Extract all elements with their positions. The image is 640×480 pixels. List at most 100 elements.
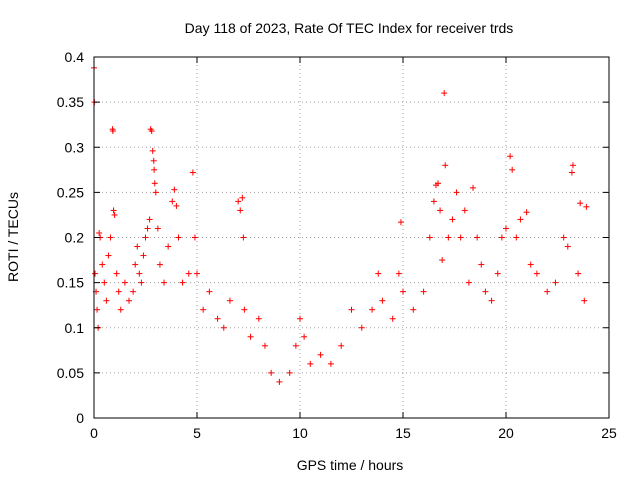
y-tick-label: 0.4	[65, 49, 85, 65]
data-point	[488, 297, 495, 304]
data-point	[150, 157, 157, 164]
data-point	[533, 270, 540, 277]
data-point	[437, 207, 444, 214]
data-point	[107, 234, 114, 241]
data-point	[110, 207, 117, 214]
data-point	[109, 128, 116, 135]
data-point	[239, 194, 246, 201]
data-point	[457, 234, 464, 241]
data-point	[161, 279, 168, 286]
data-point	[426, 234, 433, 241]
data-point	[101, 279, 108, 286]
data-point	[194, 270, 200, 277]
data-point	[240, 234, 247, 241]
data-point	[148, 128, 155, 135]
data-point	[152, 189, 159, 196]
plot-frame	[93, 56, 610, 419]
data-point	[439, 257, 446, 264]
axis-ticks: 0 5 10 15 20 25 0 0.05 0.1 0.15 0.2 0.25 0.3 0.35 0.4	[57, 49, 617, 441]
data-point	[185, 270, 192, 277]
data-point	[474, 234, 481, 241]
data-point	[140, 252, 147, 259]
data-point	[395, 270, 402, 277]
data-point	[348, 306, 355, 313]
data-point	[517, 216, 524, 223]
data-point	[121, 279, 128, 286]
x-tick-label: 5	[193, 425, 201, 441]
data-point	[449, 216, 456, 223]
data-point	[138, 279, 145, 286]
data-point	[149, 147, 156, 154]
data-point	[146, 216, 153, 223]
data-point	[583, 203, 590, 210]
data-point	[420, 288, 427, 295]
data-point	[175, 234, 182, 241]
data-point	[560, 234, 567, 241]
data-point	[509, 166, 516, 173]
data-point	[226, 297, 233, 304]
data-point	[568, 169, 575, 176]
data-point	[206, 288, 213, 295]
data-point	[130, 288, 137, 295]
data-point	[369, 306, 376, 313]
x-tick-label: 15	[395, 425, 411, 441]
data-point	[358, 324, 365, 331]
data-point	[523, 209, 530, 216]
data-point	[552, 279, 559, 286]
data-point	[297, 315, 303, 322]
data-point	[435, 180, 442, 187]
data-point	[134, 243, 141, 250]
data-point	[171, 186, 178, 193]
data-point	[241, 306, 248, 313]
grid-lines	[94, 57, 609, 418]
data-point	[247, 333, 254, 340]
data-point	[105, 252, 112, 259]
data-point	[191, 234, 198, 241]
y-tick-label: 0.2	[65, 230, 85, 246]
y-tick-label: 0.05	[57, 365, 84, 381]
data-point	[327, 360, 334, 367]
data-point	[465, 279, 472, 286]
data-point	[189, 169, 196, 176]
data-point	[286, 369, 293, 376]
y-tick-label: 0.3	[65, 139, 85, 155]
data-point	[268, 369, 275, 376]
data-point	[527, 261, 534, 268]
y-tick-label: 0	[76, 410, 84, 426]
y-tick-label: 0.25	[57, 184, 84, 200]
data-point	[92, 270, 99, 277]
data-point	[214, 315, 221, 322]
data-point	[179, 279, 186, 286]
data-point	[389, 315, 396, 322]
data-point	[461, 207, 468, 214]
y-tick-label: 0.15	[57, 275, 84, 291]
data-point	[338, 342, 345, 349]
data-point	[544, 288, 551, 295]
x-tick-label: 25	[601, 425, 617, 441]
data-point	[577, 200, 584, 207]
x-tick-label: 20	[498, 425, 514, 441]
data-point	[375, 270, 382, 277]
x-tick-label: 0	[90, 425, 98, 441]
data-point	[151, 180, 158, 187]
data-point	[301, 333, 308, 340]
data-point	[220, 324, 227, 331]
data-point	[111, 211, 118, 218]
data-point	[173, 202, 180, 209]
data-point	[142, 234, 149, 241]
data-point	[165, 243, 172, 250]
data-point	[410, 306, 417, 313]
data-point	[317, 351, 324, 358]
x-axis-label: GPS time / hours	[297, 457, 404, 473]
data-point	[154, 225, 161, 232]
data-point	[445, 234, 452, 241]
data-point	[498, 234, 505, 241]
data-point	[507, 153, 514, 160]
data-point	[156, 261, 163, 268]
data-point	[442, 162, 449, 169]
chart-title: Day 118 of 2023, Rate Of TEC Index for r…	[185, 20, 514, 36]
data-point	[99, 261, 106, 268]
data-point	[94, 306, 101, 313]
data-point	[255, 315, 262, 322]
data-point	[136, 270, 143, 277]
